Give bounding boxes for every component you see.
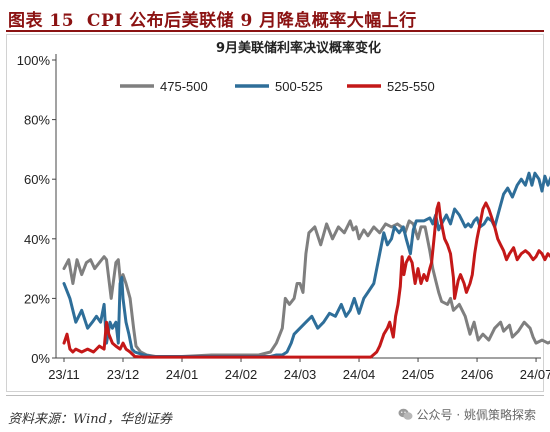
figure-heading: CPI 公布后美联储 9 月降息概率大幅上行	[86, 11, 417, 31]
legend-label-525-550: 525-550	[387, 79, 435, 94]
y-tick-label: 80%	[24, 113, 50, 128]
x-tick-label: 23/12	[107, 367, 140, 382]
x-tick-label: 24/02	[225, 367, 258, 382]
source-note: 资料来源：Wind，华创证券	[8, 412, 172, 427]
y-tick-label: 40%	[24, 232, 50, 247]
x-tick-label: 24/03	[284, 367, 317, 382]
wechat-icon	[398, 408, 413, 420]
chart: 9月美联储利率决议概率变化 0% 20% 40% 60% 80% 100% 23/11 23/1…	[17, 40, 550, 382]
title-divider	[6, 30, 544, 32]
chart-title: 9月美联储利率决议概率变化	[216, 40, 381, 56]
series-line-500-525	[62, 171, 550, 358]
legend-label-475-500: 475-500	[160, 79, 208, 94]
y-tick-label: 60%	[24, 172, 50, 187]
y-tick-label: 20%	[24, 291, 50, 306]
figure-title: 图表 15 CPI 公布后美联储 9 月降息概率大幅上行	[8, 6, 417, 31]
series-line-525-550	[62, 201, 550, 359]
series-line-475-500	[62, 219, 550, 358]
watermark-text: 公众号 · 姚佩策略探索	[416, 408, 536, 422]
figure-label: 图表 15	[8, 11, 75, 31]
footer-divider	[6, 395, 544, 396]
watermark: 公众号 · 姚佩策略探索	[398, 406, 536, 423]
chart-frame	[6, 34, 544, 392]
y-tick-label: 0%	[31, 351, 50, 366]
x-tick-label: 24/05	[402, 367, 435, 382]
legend-label-500-525: 500-525	[275, 79, 323, 94]
x-tick-label: 24/01	[166, 367, 199, 382]
x-tick-label: 24/07	[520, 367, 550, 382]
x-tick-label: 24/06	[461, 367, 494, 382]
x-tick-label: 23/11	[48, 367, 80, 382]
x-tick-label: 24/04	[343, 367, 376, 382]
y-tick-label: 100%	[17, 53, 51, 68]
